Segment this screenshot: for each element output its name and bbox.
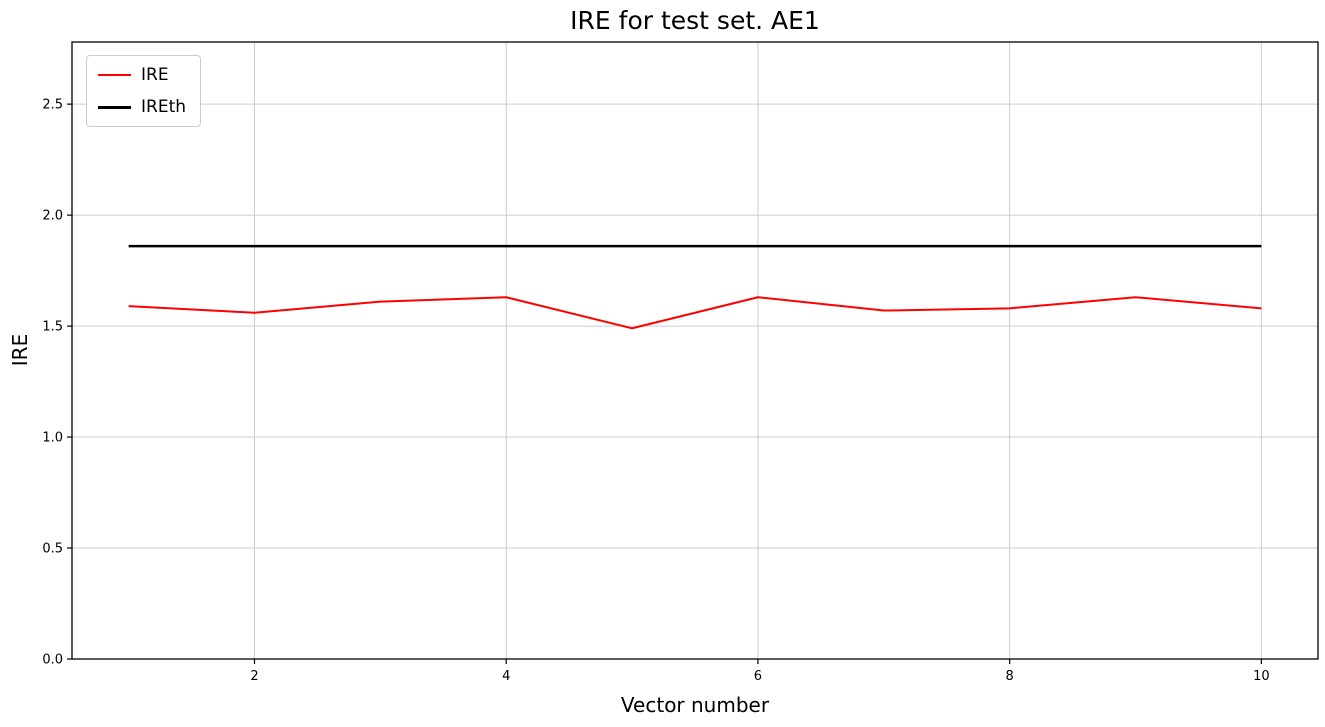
ireth-line-swatch (98, 105, 131, 109)
x-tick-label: 8 (1006, 669, 1014, 684)
legend: IRE IREth (86, 55, 202, 127)
plot-frame (71, 41, 1319, 660)
y-tick-label: 2.0 (42, 209, 63, 224)
legend-label-ire: IRE (141, 65, 169, 85)
y-tick-label: 1.5 (42, 320, 63, 335)
x-tick-label: 4 (502, 669, 510, 684)
x-tick-label: 2 (250, 669, 258, 684)
chart-title: IRE for test set. AE1 (570, 6, 820, 35)
series-line-ire (128, 296, 1262, 330)
legend-item-ireth: IREth (98, 97, 186, 117)
y-tick-label: 0.0 (42, 653, 63, 668)
y-tick-label: 0.5 (42, 542, 63, 557)
y-tick-label: 2.5 (42, 98, 63, 113)
y-tick-label: 1.0 (42, 431, 63, 446)
x-tick-label: 6 (754, 669, 762, 684)
x-tick-label: 10 (1253, 669, 1270, 684)
legend-label-ireth: IREth (141, 97, 187, 117)
x-axis-label: Vector number (620, 693, 770, 717)
ire-line-swatch (98, 74, 131, 76)
legend-item-ire: IRE (98, 65, 186, 85)
